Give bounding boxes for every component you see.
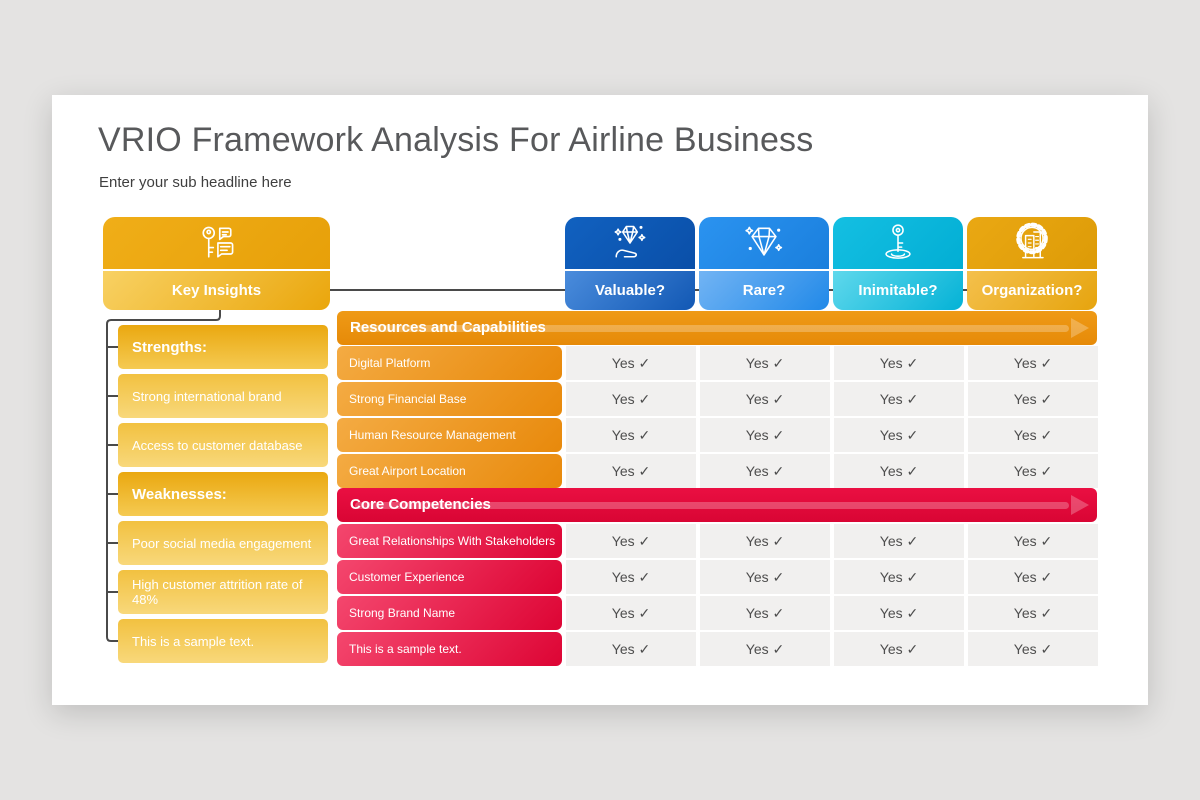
vrio-cell-valuable: Yes ✓ xyxy=(566,346,696,380)
vrio-cell-rare: Yes ✓ xyxy=(700,524,830,558)
key-insights-list: Strengths: Strong international brand Ac… xyxy=(118,325,328,663)
row-label: Strong Financial Base xyxy=(337,382,562,416)
page-title: VRIO Framework Analysis For Airline Busi… xyxy=(98,121,814,159)
vrio-cell-inimitable: Yes ✓ xyxy=(834,454,964,488)
vrio-cell-rare: Yes ✓ xyxy=(700,346,830,380)
table-row: Human Resource Management Yes ✓ Yes ✓ Ye… xyxy=(337,418,1098,452)
insight-item: This is a sample text. xyxy=(118,619,328,663)
vrio-cell-organization: Yes ✓ xyxy=(968,382,1098,416)
table-row: Great Airport Location Yes ✓ Yes ✓ Yes ✓… xyxy=(337,454,1098,488)
vrio-cell-inimitable: Yes ✓ xyxy=(834,346,964,380)
vrio-cell-inimitable: Yes ✓ xyxy=(834,632,964,666)
section-banner-core-competencies: Core Competencies xyxy=(337,488,1097,522)
vrio-cell-rare: Yes ✓ xyxy=(700,596,830,630)
table-row: Great Relationships With Stakeholders Ye… xyxy=(337,524,1098,558)
vrio-cell-valuable: Yes ✓ xyxy=(566,382,696,416)
insight-category-weaknesses: Weaknesses: xyxy=(118,472,328,516)
key-insights-label: Key Insights xyxy=(103,271,330,310)
arrow-right-icon xyxy=(1071,495,1089,515)
vrio-cell-rare: Yes ✓ xyxy=(700,632,830,666)
row-label: Digital Platform xyxy=(337,346,562,380)
arrow-line xyxy=(355,325,1069,332)
vrio-cell-organization: Yes ✓ xyxy=(968,418,1098,452)
gear-building-icon xyxy=(967,217,1097,269)
key-insights-header: Key Insights xyxy=(103,217,330,310)
criteria-label-rare: Rare? xyxy=(699,271,829,310)
criteria-label-organization: Organization? xyxy=(967,271,1097,310)
vrio-cell-organization: Yes ✓ xyxy=(968,632,1098,666)
page-subtitle: Enter your sub headline here xyxy=(99,174,292,191)
arrow-right-icon xyxy=(1071,318,1089,338)
key-ripple-icon xyxy=(833,217,963,269)
row-label: Customer Experience xyxy=(337,560,562,594)
vrio-cell-valuable: Yes ✓ xyxy=(566,560,696,594)
core-competencies-rows: Great Relationships With Stakeholders Ye… xyxy=(337,524,1098,666)
vrio-cell-rare: Yes ✓ xyxy=(700,382,830,416)
vrio-cell-valuable: Yes ✓ xyxy=(566,596,696,630)
insight-category-strengths: Strengths: xyxy=(118,325,328,369)
table-row: Strong Financial Base Yes ✓ Yes ✓ Yes ✓ … xyxy=(337,382,1098,416)
table-row: This is a sample text. Yes ✓ Yes ✓ Yes ✓… xyxy=(337,632,1098,666)
insight-item: Poor social media engagement xyxy=(118,521,328,565)
table-row: Customer Experience Yes ✓ Yes ✓ Yes ✓ Ye… xyxy=(337,560,1098,594)
key-chat-icon xyxy=(103,217,330,269)
row-label: Great Relationships With Stakeholders xyxy=(337,524,562,558)
vrio-cell-valuable: Yes ✓ xyxy=(566,454,696,488)
vrio-cell-inimitable: Yes ✓ xyxy=(834,524,964,558)
vrio-cell-organization: Yes ✓ xyxy=(968,596,1098,630)
hand-diamond-icon xyxy=(565,217,695,269)
criteria-column-rare: Rare? xyxy=(699,217,829,310)
section-title: Core Competencies xyxy=(350,496,491,513)
vrio-cell-rare: Yes ✓ xyxy=(700,418,830,452)
vrio-cell-inimitable: Yes ✓ xyxy=(834,596,964,630)
section-banner-resources: Resources and Capabilities xyxy=(337,311,1097,345)
vrio-cell-valuable: Yes ✓ xyxy=(566,418,696,452)
criteria-column-valuable: Valuable? xyxy=(565,217,695,310)
row-label: Strong Brand Name xyxy=(337,596,562,630)
vrio-cell-inimitable: Yes ✓ xyxy=(834,382,964,416)
row-label: Human Resource Management xyxy=(337,418,562,452)
criteria-column-organization: Organization? xyxy=(967,217,1097,310)
vrio-cell-rare: Yes ✓ xyxy=(700,560,830,594)
row-label: This is a sample text. xyxy=(337,632,562,666)
vrio-cell-organization: Yes ✓ xyxy=(968,346,1098,380)
vrio-cell-organization: Yes ✓ xyxy=(968,524,1098,558)
vrio-cell-valuable: Yes ✓ xyxy=(566,524,696,558)
vrio-cell-organization: Yes ✓ xyxy=(968,560,1098,594)
vrio-cell-organization: Yes ✓ xyxy=(968,454,1098,488)
insight-item: Access to customer database xyxy=(118,423,328,467)
criteria-label-inimitable: Inimitable? xyxy=(833,271,963,310)
criteria-label-valuable: Valuable? xyxy=(565,271,695,310)
vrio-cell-inimitable: Yes ✓ xyxy=(834,418,964,452)
table-row: Digital Platform Yes ✓ Yes ✓ Yes ✓ Yes ✓ xyxy=(337,346,1098,380)
resources-rows: Digital Platform Yes ✓ Yes ✓ Yes ✓ Yes ✓… xyxy=(337,346,1098,488)
diamond-sparkle-icon xyxy=(699,217,829,269)
table-row: Strong Brand Name Yes ✓ Yes ✓ Yes ✓ Yes … xyxy=(337,596,1098,630)
vrio-cell-rare: Yes ✓ xyxy=(700,454,830,488)
insight-item: High customer attrition rate of 48% xyxy=(118,570,328,614)
vrio-cell-inimitable: Yes ✓ xyxy=(834,560,964,594)
section-title: Resources and Capabilities xyxy=(350,319,546,336)
row-label: Great Airport Location xyxy=(337,454,562,488)
arrow-line xyxy=(355,502,1069,509)
insight-item: Strong international brand xyxy=(118,374,328,418)
vrio-cell-valuable: Yes ✓ xyxy=(566,632,696,666)
criteria-column-inimitable: Inimitable? xyxy=(833,217,963,310)
